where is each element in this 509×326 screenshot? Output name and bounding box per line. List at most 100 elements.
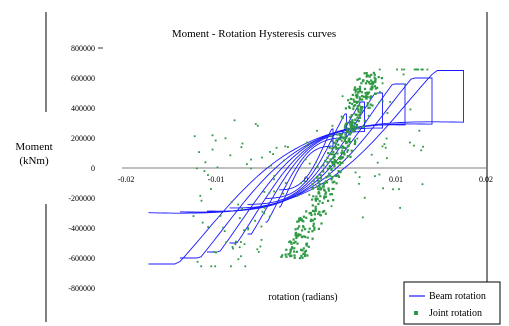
joint-point (358, 77, 361, 80)
joint-point (300, 219, 304, 222)
joint-point (357, 108, 360, 111)
joint-point (399, 207, 401, 209)
joint-point (296, 220, 299, 223)
joint-point (247, 227, 249, 229)
joint-point (323, 209, 326, 213)
joint-point (361, 216, 364, 219)
joint-point (241, 207, 243, 210)
joint-point (270, 164, 272, 167)
joint-point (311, 237, 314, 240)
joint-point (370, 79, 373, 82)
joint-point (327, 187, 330, 190)
joint-point (369, 97, 372, 100)
joint-point (369, 103, 372, 106)
joint-point (380, 77, 383, 80)
joint-point (246, 163, 248, 166)
joint-point (386, 157, 388, 160)
joint-point (331, 124, 334, 127)
joint-point (389, 101, 392, 103)
beam-loop-line (247, 101, 365, 235)
joint-point (358, 182, 360, 185)
joint-point (409, 141, 411, 144)
joint-point (297, 220, 300, 223)
joint-point (315, 195, 318, 198)
joint-point (354, 113, 357, 116)
joint-point (301, 229, 304, 232)
joint-point (193, 135, 196, 138)
joint-point (354, 100, 357, 103)
joint-point (378, 68, 381, 71)
joint-point (378, 101, 381, 104)
joint-point (233, 119, 236, 122)
joint-point (316, 129, 318, 132)
legend-joint-label: Joint rotation (429, 308, 482, 319)
joint-point (373, 73, 376, 76)
joint-point (330, 178, 333, 181)
joint-point (317, 212, 320, 215)
joint-point (341, 149, 344, 152)
y-axis-label-line1: Moment (15, 141, 52, 153)
joint-point (382, 187, 384, 190)
joint-point (312, 209, 315, 212)
joint-point (215, 251, 217, 254)
joint-point (367, 114, 370, 117)
joint-point (289, 248, 292, 251)
joint-point (421, 183, 424, 186)
joint-point (311, 230, 314, 233)
joint-point (337, 147, 339, 149)
joint-point (192, 215, 195, 217)
joint-point (371, 86, 374, 89)
joint-point (366, 74, 369, 77)
x-tick-label: 0.01 (389, 175, 403, 184)
joint-point (289, 250, 292, 253)
joint-point (352, 124, 355, 128)
joint-point (307, 230, 310, 233)
joint-point (359, 106, 362, 109)
joint-point (335, 161, 338, 164)
joint-point (371, 80, 374, 83)
joint-point (330, 205, 333, 208)
joint-point (333, 180, 336, 183)
joint-point (323, 197, 326, 200)
joint-point (381, 145, 384, 148)
beam-loop-line (265, 113, 347, 223)
joint-point (294, 233, 297, 236)
joint-point (344, 135, 347, 138)
joint-point (196, 167, 198, 170)
joint-point (355, 96, 358, 99)
y-tick-label: 800000 (71, 44, 95, 53)
joint-point (299, 216, 302, 220)
joint-point (344, 142, 348, 145)
joint-point (371, 104, 374, 107)
joint-point (364, 82, 368, 85)
joint-point (289, 252, 292, 255)
joint-point (292, 238, 295, 241)
joint-point (350, 149, 353, 152)
joint-point (352, 98, 355, 101)
joint-point (368, 106, 371, 109)
joint-point (314, 199, 317, 202)
joint-point (359, 111, 362, 114)
joint-point (337, 143, 340, 146)
joint-point (334, 174, 337, 177)
joint-point (348, 131, 351, 134)
joint-point (291, 246, 294, 249)
joint-point (349, 126, 352, 129)
joint-point (402, 73, 405, 76)
joint-point (314, 198, 317, 201)
joint-point (329, 158, 332, 161)
joint-point (318, 210, 321, 213)
joint-point (312, 180, 315, 182)
joint-point (314, 205, 317, 208)
joint-point (376, 86, 379, 89)
joint-point (360, 91, 363, 94)
joint-point (363, 119, 366, 122)
joint-point (374, 175, 376, 177)
joint-point (351, 124, 354, 127)
joint-point (272, 153, 274, 155)
joint-point (358, 116, 361, 119)
joint-point (356, 137, 359, 140)
beam-rotation-series (148, 70, 464, 265)
joint-point (302, 220, 305, 223)
joint-point (352, 107, 355, 110)
